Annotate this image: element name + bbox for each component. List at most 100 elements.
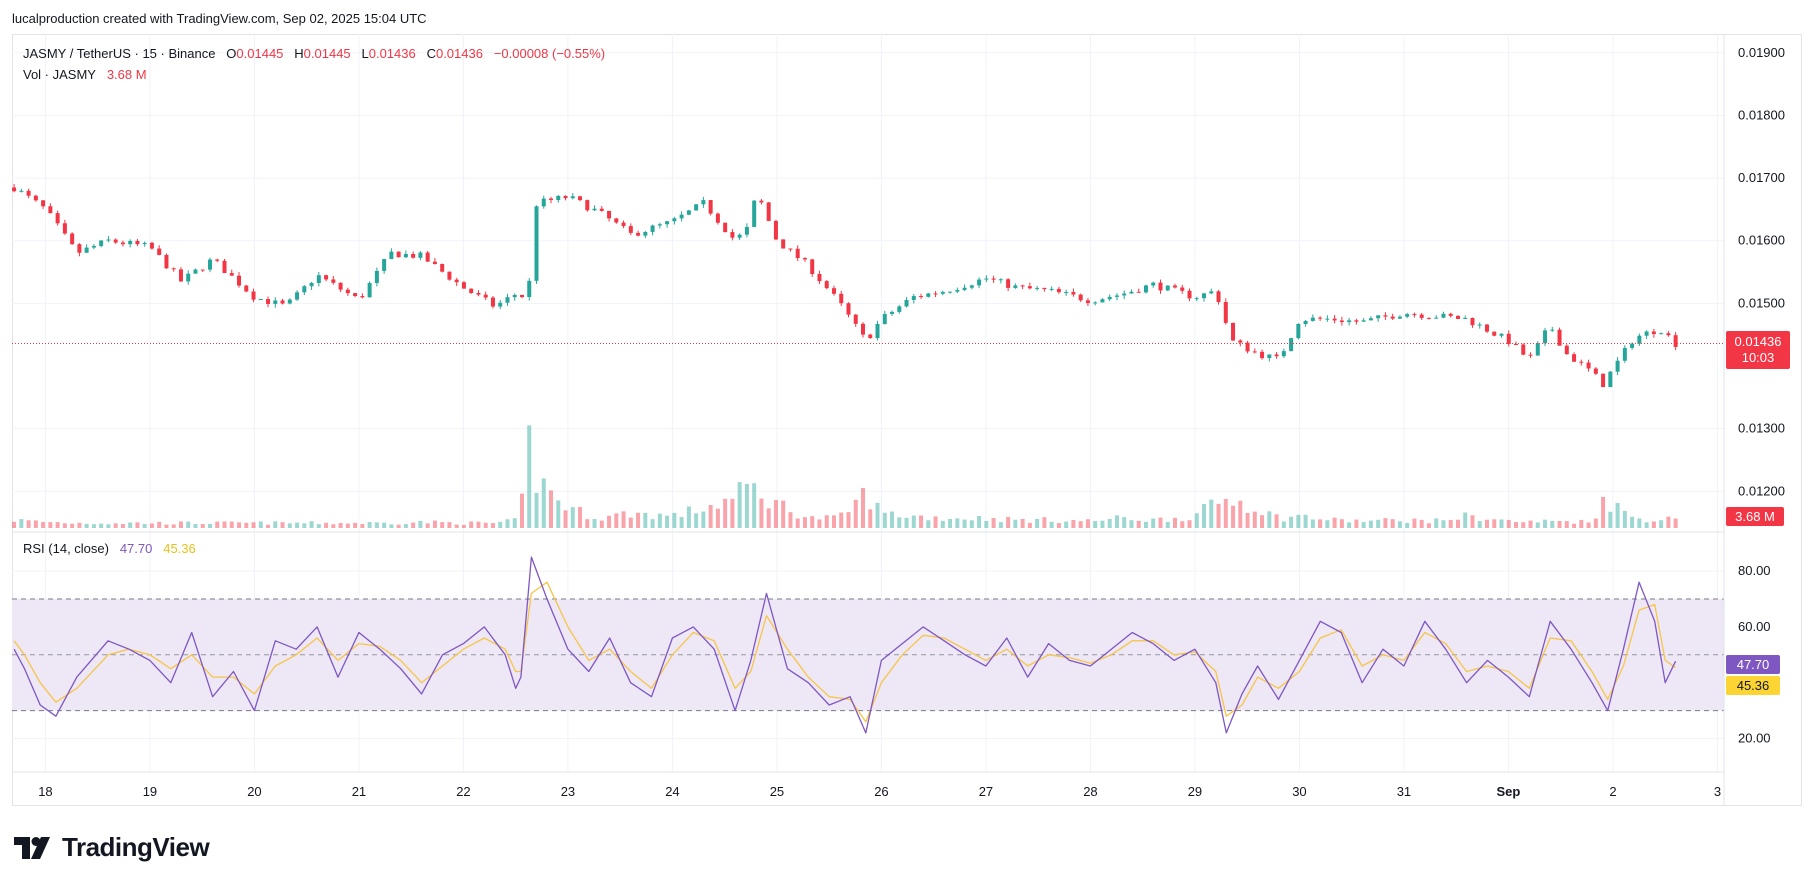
volume-bar [1114,515,1119,528]
volume-label[interactable]: Vol · JASMY [23,67,96,82]
candle-body [316,275,321,283]
candle-body [280,300,285,304]
candle-body [730,232,735,238]
candle-body [345,289,350,294]
rsi-axis-label: 80.00 [1738,563,1771,578]
volume-bar [715,508,720,528]
volume-bar [1601,496,1606,528]
volume-bar [744,483,749,528]
candle-body [1071,292,1076,295]
volume-bar [614,513,619,528]
candle-body [686,210,691,215]
candle-body [120,242,125,245]
volume-bar [1397,521,1402,528]
candle-body [679,214,684,219]
candle-body [621,222,626,227]
volume-bar [817,519,822,528]
volume-bar [694,513,699,528]
rsi-axis-label: 60.00 [1738,619,1771,634]
candle-body [1136,291,1141,293]
volume-bar [273,521,278,528]
candle-body [411,254,416,258]
volume-bar [1223,498,1228,528]
candle-body [534,206,539,281]
candle-body [570,196,575,199]
candle-body [1296,324,1301,339]
candle-body [1383,315,1388,317]
candle-body [135,240,140,245]
volume-bar [461,524,466,528]
candle-body [1245,342,1250,352]
volume-bar [1448,519,1453,528]
volume-bar [353,522,358,528]
candle-body [353,293,358,297]
candle-body [244,285,249,292]
candle-body [1165,285,1170,291]
candle-body [1550,329,1555,331]
candle-body [1107,296,1112,300]
candle-body [331,279,336,283]
rsi-value: 47.70 [119,541,153,556]
candle-body [744,226,749,235]
candle-body [846,303,851,315]
candle-body [708,200,713,214]
candle-body [1042,287,1047,290]
candle-body [1194,298,1199,300]
candle-body [1434,317,1439,319]
volume-bar [186,521,191,528]
candle-body [302,286,307,293]
candle-body [1484,324,1489,332]
candle-body [1325,318,1330,320]
open-label: O [226,46,237,61]
candle-body [977,279,982,286]
tradingview-logo-icon [14,836,50,859]
volume-bar [890,511,895,528]
volume-bar [469,521,474,528]
candle-body [490,297,495,307]
candle-body [295,292,300,300]
candle-body [585,200,590,211]
candle-body [403,254,408,258]
candle-body [861,323,866,335]
volume-legend: Vol · JASMY 3.68 M [23,67,147,82]
tradingview-brand[interactable]: TradingView [14,832,210,863]
volume-bar [1528,520,1533,528]
time-axis-label: 31 [1397,784,1411,799]
volume-bar [331,524,336,528]
volume-bar [91,524,96,528]
time-axis-label: 24 [665,784,679,799]
volume-bar [1107,518,1112,528]
time-axis-label: 18 [38,784,52,799]
volume-bar [875,502,880,528]
candle-body [258,299,263,301]
volume-bar [193,523,198,528]
volume-bar [882,512,887,528]
close-label: C [426,46,436,61]
volume-bars [12,425,1678,528]
candle-body [672,218,677,222]
candle-body [48,206,53,214]
candle-body [1593,368,1598,374]
candle-body [1579,361,1584,363]
candle-body [425,252,430,262]
volume-bar [251,522,256,528]
time-axis-label: 29 [1188,784,1202,799]
symbol-label[interactable]: JASMY / TetherUS · 15 · Binance [23,46,216,61]
candle-body [1441,313,1446,318]
candle-body [1114,295,1119,297]
volume-bar [628,517,633,528]
volume-bar [70,523,75,528]
volume-bar [476,521,481,528]
candle-body [998,279,1003,281]
candle-body [382,259,387,271]
price-candles [12,184,1678,388]
candle-body [1659,333,1664,335]
candle-body [926,293,931,297]
volume-bar [1194,513,1199,528]
rsi-label[interactable]: RSI (14, close) [23,541,109,556]
change-value: −0.00008 (−0.55%) [493,46,606,61]
candle-body [1209,291,1214,294]
volume-bar [1586,522,1591,528]
time-axis-label: 20 [247,784,261,799]
